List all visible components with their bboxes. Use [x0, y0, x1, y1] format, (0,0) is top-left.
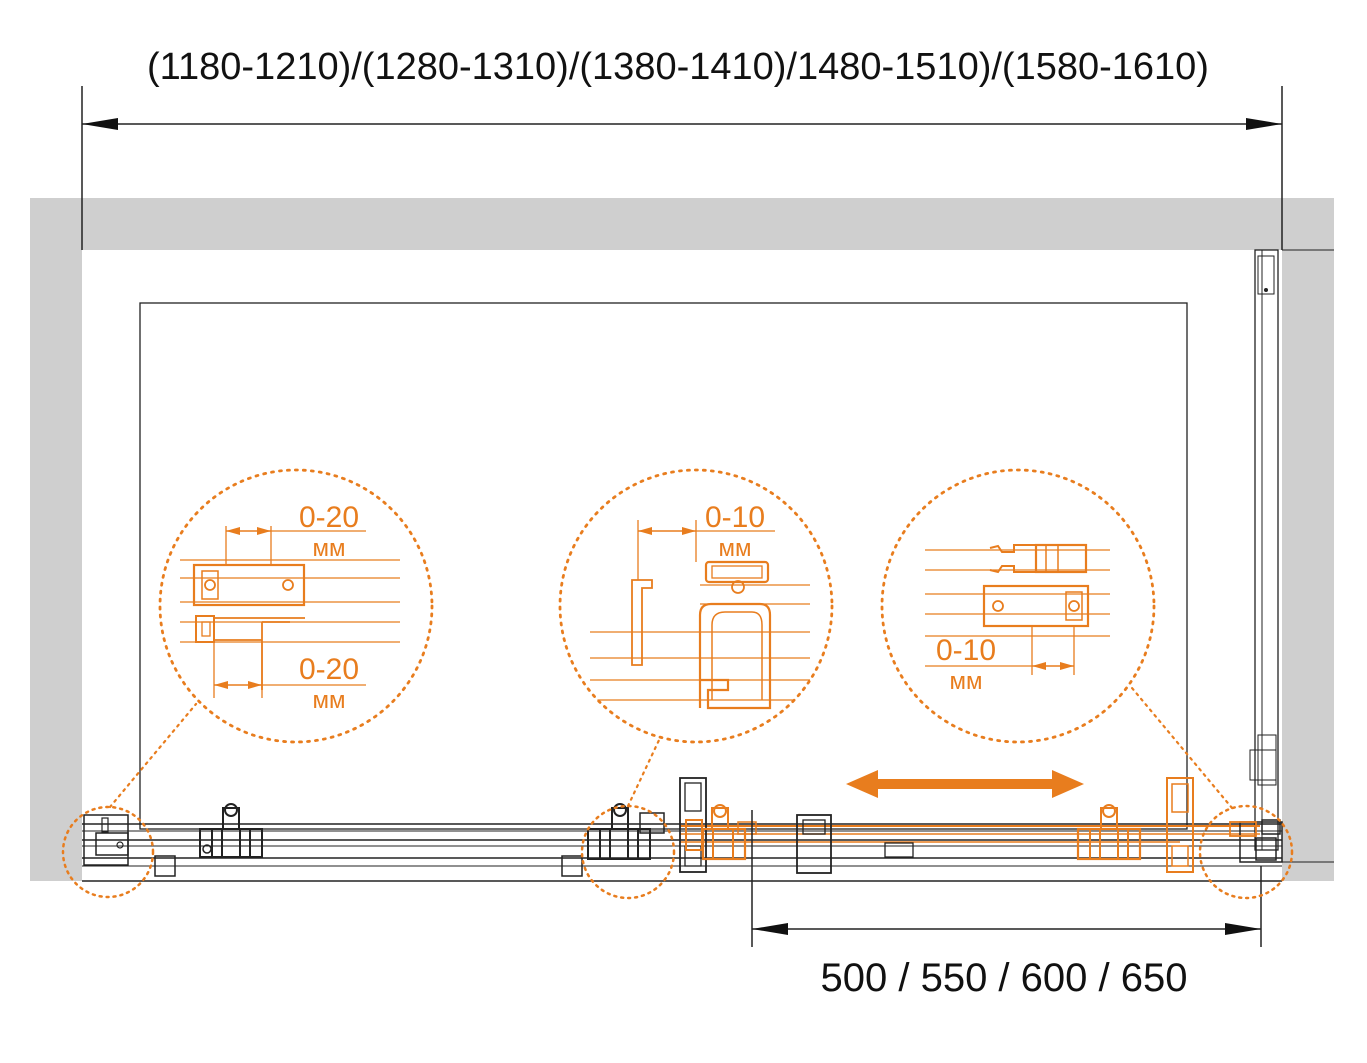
door-opening-dimension: 500 / 550 / 600 / 650	[751, 810, 1262, 1000]
double-arrow-icon	[846, 770, 1084, 798]
right-wall	[1282, 198, 1334, 881]
middle-roller	[587, 803, 665, 860]
top-wall	[30, 198, 1334, 250]
detail-left: 0-20 мм 0-20 мм	[158, 468, 434, 744]
right-bottom-unit: мм	[950, 668, 983, 695]
detail-middle: 0-10 мм	[558, 468, 834, 744]
door-opening-label: 500 / 550 / 600 / 650	[821, 956, 1188, 1000]
left-top-unit: мм	[313, 535, 346, 562]
callout-markers	[61, 686, 1294, 900]
left-bottom-unit: мм	[313, 687, 346, 714]
left-wall	[30, 198, 82, 881]
left-end-clip	[83, 814, 583, 877]
sliding-door-hardware	[685, 777, 1257, 873]
right-bottom-value: 0-10	[936, 634, 996, 667]
left-top-value: 0-20	[299, 501, 359, 534]
middle-top-unit: мм	[719, 535, 752, 562]
stopper-block	[679, 777, 914, 874]
total-width-dimension: (1180-1210)/(1280-1310)/(1380-1410)/1480…	[81, 46, 1283, 250]
wall-profile-right	[1254, 249, 1279, 851]
bottom-rails	[82, 823, 1282, 882]
left-bottom-value: 0-20	[299, 653, 359, 686]
middle-top-value: 0-10	[705, 501, 765, 534]
detail-right: 0-10 мм	[880, 468, 1156, 744]
total-width-label: (1180-1210)/(1280-1310)/(1380-1410)/1480…	[147, 46, 1209, 88]
left-roller	[199, 803, 263, 858]
right-end-clip	[1239, 819, 1283, 863]
